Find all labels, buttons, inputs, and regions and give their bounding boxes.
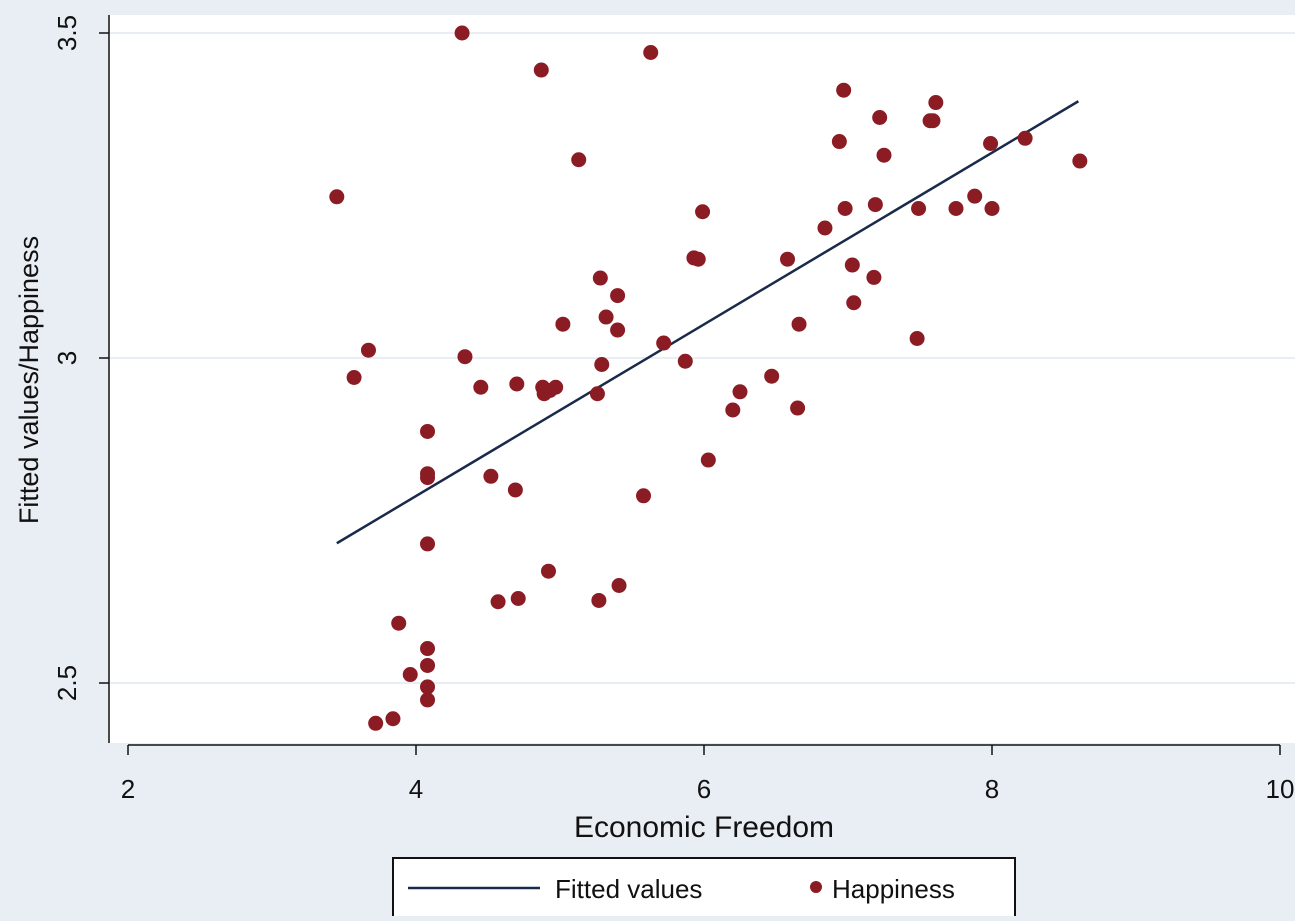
happiness-point [457,349,473,365]
happiness-point [611,578,627,593]
happiness-point [598,309,614,325]
axes: 2 4 6 8 10 2.5 3 3.5 [52,15,1294,804]
happiness-point [420,692,436,708]
happiness-point [732,384,748,400]
happiness-point [876,147,892,163]
happiness-point [591,592,607,608]
fitted-values-line [336,100,1080,545]
happiness-points-group [329,25,1088,731]
happiness-point [483,468,499,484]
happiness-point [420,470,436,486]
happiness-point [867,197,883,213]
legend-box [392,857,1016,921]
happiness-point [636,488,652,504]
happiness-point [928,95,944,111]
legend-label-happiness: Happiness [832,874,955,904]
happiness-point [490,594,506,610]
happiness-point [510,591,526,606]
happiness-point [533,62,549,78]
happiness-point [764,368,780,384]
happiness-point [1017,130,1033,146]
happiness-point [540,563,556,579]
happiness-point [507,482,523,498]
fitted-line-group [336,100,1080,545]
happiness-point [360,342,376,358]
happiness-point [700,452,716,468]
plot-area [109,15,1295,743]
happiness-point [690,251,706,267]
happiness-point [368,715,384,731]
happiness-point [983,136,999,151]
legend-label-fitted-values: Fitted values [555,874,702,904]
happiness-point [420,657,436,673]
happiness-point [509,376,525,392]
y-axis-title: Fitted values/Happiness [14,236,44,524]
happiness-point [791,316,807,332]
x-tick-label: 8 [985,774,999,804]
happiness-point [329,189,345,205]
x-tick-label: 6 [697,774,711,804]
happiness-point [420,536,436,552]
happiness-point [346,370,362,385]
happiness-point [589,386,605,402]
happiness-point [725,402,741,418]
happiness-point [420,423,436,439]
x-tick-label: 2 [121,774,135,804]
happiness-point [909,331,925,346]
happiness-point [454,25,470,41]
happiness-point [911,201,927,216]
happiness-point [594,357,610,372]
happiness-point [391,615,407,631]
y-tick-label: 3.5 [52,15,82,51]
happiness-point [402,667,418,683]
happiness-point [984,201,1000,216]
happiness-point [420,641,436,657]
happiness-point [780,251,796,267]
legend-marker-happiness [810,881,822,893]
happiness-point [592,270,608,286]
happiness-point [844,257,860,273]
happiness-point [831,134,847,150]
x-tick-label: 10 [1266,774,1295,804]
happiness-point [1072,153,1088,169]
happiness-point [967,188,983,204]
happiness-point [548,379,564,395]
happiness-point [925,113,941,129]
happiness-point [677,353,693,369]
happiness-point [872,110,888,125]
happiness-point [695,204,711,220]
gridlines [109,32,1295,684]
happiness-point [571,152,587,168]
happiness-point [555,316,571,332]
y-tick-label: 3 [52,351,82,365]
happiness-point [643,45,659,60]
legend: Fitted values Happiness [392,857,1016,921]
happiness-point [473,379,489,395]
happiness-point [420,679,436,695]
happiness-point [846,295,862,311]
x-tick-label: 4 [409,774,423,804]
happiness-point [656,335,672,351]
y-tick-label: 2.5 [52,665,82,701]
x-axis-title: Economic Freedom [574,811,834,844]
happiness-point [385,711,401,727]
happiness-point [837,201,853,216]
happiness-point [948,201,964,216]
happiness-point [610,288,626,304]
happiness-point [866,269,882,285]
happiness-point [790,400,806,416]
happiness-point [610,322,626,338]
happiness-point [836,82,852,98]
happiness-point [817,220,833,236]
